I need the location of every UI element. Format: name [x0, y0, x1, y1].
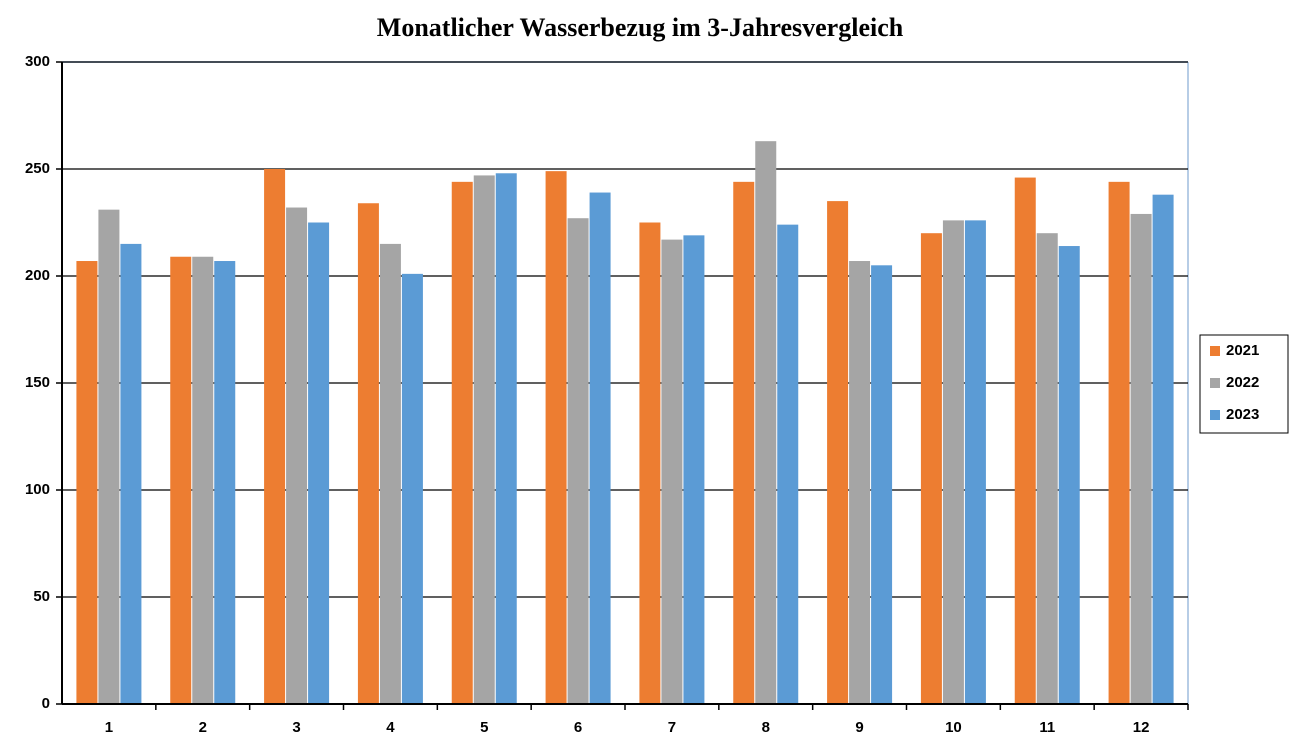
bar — [495, 173, 517, 704]
x-tick-label: 3 — [292, 719, 300, 736]
legend-swatch — [1210, 410, 1220, 420]
y-tick-label: 100 — [25, 481, 50, 498]
bar — [192, 256, 214, 704]
legend-label: 2023 — [1226, 406, 1259, 423]
bar — [1108, 181, 1130, 705]
x-tick-label: 6 — [574, 719, 582, 736]
bar — [683, 235, 705, 704]
bar — [473, 175, 495, 705]
bar — [777, 224, 799, 704]
bar — [661, 239, 683, 704]
bar — [1036, 233, 1058, 704]
y-tick-label: 300 — [25, 53, 50, 70]
bar — [170, 256, 192, 704]
bar — [733, 181, 755, 705]
bar — [1130, 213, 1152, 704]
bar — [120, 243, 142, 704]
bar — [755, 141, 777, 704]
bar — [401, 273, 423, 704]
bar — [545, 171, 567, 704]
bar — [264, 169, 286, 704]
bar — [76, 261, 98, 704]
bar — [357, 203, 379, 705]
bar — [286, 207, 308, 704]
x-tick-label: 2 — [199, 719, 207, 736]
bar — [98, 209, 120, 704]
bar — [849, 261, 871, 704]
bar — [214, 261, 236, 704]
bar — [589, 192, 611, 705]
y-tick-label: 200 — [25, 267, 50, 284]
bar — [942, 220, 964, 705]
bar — [639, 222, 661, 704]
x-tick-label: 12 — [1133, 719, 1150, 736]
legend-label: 2021 — [1226, 342, 1259, 359]
y-tick-label: 0 — [42, 695, 50, 712]
bar — [1058, 246, 1080, 705]
y-tick-label: 150 — [25, 374, 50, 391]
legend-swatch — [1210, 378, 1220, 388]
bar — [308, 222, 330, 704]
legend-label: 2022 — [1226, 374, 1259, 391]
x-tick-label: 4 — [386, 719, 395, 736]
x-tick-label: 9 — [855, 719, 863, 736]
bar — [920, 233, 942, 704]
x-tick-label: 8 — [762, 719, 770, 736]
x-tick-label: 11 — [1039, 719, 1055, 736]
bar — [871, 265, 893, 704]
bar — [1152, 194, 1174, 704]
chart-title: Monatlicher Wasserbezug im 3-Jahresvergl… — [377, 13, 904, 42]
y-tick-label: 50 — [33, 588, 50, 605]
bar — [379, 243, 401, 704]
bar — [1014, 177, 1036, 704]
bar — [567, 218, 589, 704]
bar — [451, 181, 473, 705]
x-tick-label: 7 — [668, 719, 676, 736]
legend-swatch — [1210, 346, 1220, 356]
bar — [827, 201, 849, 704]
y-tick-label: 250 — [25, 160, 50, 177]
bar — [964, 220, 986, 705]
x-tick-label: 10 — [945, 719, 962, 736]
x-tick-label: 5 — [480, 719, 488, 736]
x-tick-label: 1 — [105, 719, 113, 736]
